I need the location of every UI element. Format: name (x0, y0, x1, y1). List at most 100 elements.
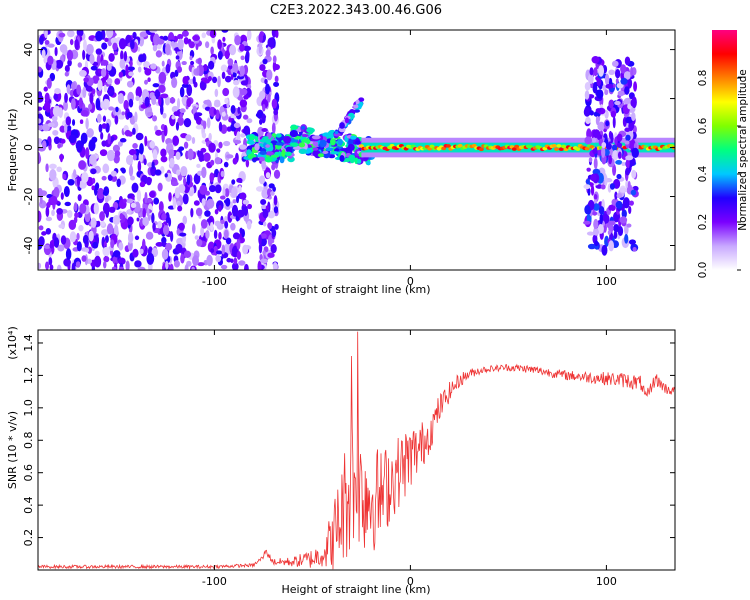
spectrogram-cell (193, 173, 201, 185)
spectrogram-cell (127, 209, 132, 215)
spectrogram-cell (317, 153, 324, 158)
spectrogram-cell (118, 242, 124, 251)
spectrogram-cell (608, 240, 615, 252)
spectrogram-cell (213, 108, 217, 115)
spectrogram-cell (92, 241, 99, 249)
colorbar-tick-label: 0.2 (697, 214, 709, 231)
spectrogram-cell (262, 208, 269, 219)
spectrogram-cell (79, 119, 84, 124)
spectrogram-cell (584, 136, 593, 145)
spectrogram-cell (101, 123, 107, 129)
spectrogram-cell (219, 195, 226, 200)
spectrogram-cell (151, 161, 155, 169)
spectrogram-cell (91, 177, 96, 184)
spectrogram-cell (94, 250, 100, 257)
spectrogram-cell (164, 96, 171, 106)
spectrogram-cell (208, 132, 212, 142)
spectrogram-cell (146, 207, 150, 217)
spectrogram-cell (135, 86, 143, 98)
spectrogram-cell (47, 122, 55, 128)
spectrogram-image (38, 30, 675, 270)
spectrogram-cell (252, 157, 260, 161)
spectrogram-cell (273, 195, 278, 206)
spectrogram-cell (514, 144, 520, 149)
spectrogram-cell (593, 194, 598, 200)
spectrogram-cell (246, 30, 252, 41)
spectrogram-cell (66, 84, 71, 94)
spectrogram-cell (588, 157, 593, 163)
spectrogram-cell (301, 125, 306, 130)
spectrogram-cell (238, 185, 242, 195)
spectrogram-cell (221, 30, 229, 33)
spectrogram-cell (259, 151, 267, 155)
spectrogram-cell (200, 226, 205, 238)
colorbar-ticks: 0.0 0.2 0.4 0.6 0.8 (697, 70, 741, 278)
spectrogram-cell (182, 193, 189, 205)
spectrogram-cell (222, 36, 226, 42)
spectrogram-cell (593, 218, 599, 230)
spectrogram-cell (108, 106, 115, 111)
spectrogram-cell (358, 144, 364, 148)
spectrogram-cell (164, 173, 168, 178)
spectrogram-cell (111, 266, 117, 270)
spectrogram-cell (81, 255, 87, 262)
spectrogram-cell (160, 148, 167, 158)
spectrogram-cell (146, 252, 155, 265)
spectrogram-cell (260, 258, 269, 264)
spectrogram-cell (124, 129, 131, 137)
spectrogram-cell (584, 90, 590, 100)
spectrogram-cell (101, 68, 107, 78)
spectrogram-cell (122, 198, 127, 204)
spectrogram-cell (85, 117, 89, 130)
spectrogram-cell (608, 77, 613, 86)
spectrogram-cell (322, 150, 329, 155)
spectrogram-cell (67, 179, 75, 186)
spectrogram-cell (259, 90, 266, 100)
spectrogram-cell (610, 132, 614, 144)
spectrogram-cell (227, 58, 234, 66)
spectrogram-cell (114, 115, 119, 125)
spectrogram-cell (624, 127, 631, 133)
spectrogram-cell (85, 147, 90, 160)
spectrogram-cell (46, 77, 52, 89)
spectrogram-cell (224, 220, 229, 229)
spectrogram-cell (616, 82, 624, 89)
spectrogram-cell (262, 250, 266, 256)
spectrogram-cell (214, 220, 221, 227)
spectrogram-cell (592, 129, 601, 138)
spectrogram-cell (232, 86, 240, 98)
spectrogram-cell (236, 177, 243, 183)
spectrogram-cell (161, 212, 167, 221)
spectrogram-cell (128, 71, 134, 77)
spectrogram-cell (44, 92, 50, 102)
spectrogram-cell (128, 149, 137, 156)
spectrogram-cell (203, 99, 211, 105)
spectrogram-cell (161, 131, 165, 143)
spectrogram-cell (161, 248, 169, 260)
spectrogram-cell (203, 152, 211, 162)
spectrogram-cell (71, 119, 76, 126)
spectrogram-cell (301, 133, 309, 138)
spectrogram-cell (265, 172, 271, 179)
spectrogram-cell (53, 136, 60, 145)
spectrogram-cell (157, 221, 163, 229)
spectrogram-cell (210, 221, 214, 232)
spectrogram-cell (246, 220, 252, 230)
spectrogram-cell (51, 115, 58, 122)
spectrogram-cell (243, 125, 251, 137)
spectrogram-cell (587, 73, 594, 84)
plot-frame (37, 329, 676, 571)
spectrogram-cell (118, 71, 124, 78)
spectrogram-cell (621, 209, 627, 219)
spectrogram-cell (239, 227, 243, 234)
spectrogram-cell (625, 116, 633, 124)
spectrogram-cell (77, 62, 83, 68)
spectrogram-cell (289, 130, 299, 138)
spectrogram-cell (233, 257, 238, 265)
spectrogram-cell (137, 266, 146, 270)
spectrogram-cell (100, 132, 104, 140)
spectrogram-cell (194, 235, 199, 240)
spectrogram-cell (130, 202, 137, 208)
spectrogram-cell (181, 30, 189, 37)
spectrogram-cell (556, 144, 562, 148)
